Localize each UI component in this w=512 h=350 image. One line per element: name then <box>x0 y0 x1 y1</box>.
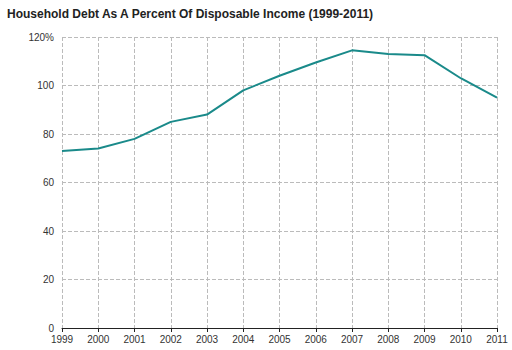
svg-text:60: 60 <box>43 177 55 188</box>
svg-text:0: 0 <box>48 323 54 334</box>
svg-text:80: 80 <box>43 129 55 140</box>
svg-text:2008: 2008 <box>377 334 400 345</box>
svg-text:1999: 1999 <box>51 334 74 345</box>
svg-text:2003: 2003 <box>196 334 219 345</box>
svg-text:120%: 120% <box>28 32 54 43</box>
svg-text:40: 40 <box>43 226 55 237</box>
svg-text:2007: 2007 <box>341 334 364 345</box>
svg-text:2000: 2000 <box>87 334 110 345</box>
svg-text:2011: 2011 <box>486 334 508 345</box>
svg-text:2006: 2006 <box>305 334 328 345</box>
svg-text:100: 100 <box>37 80 54 91</box>
svg-text:2001: 2001 <box>123 334 146 345</box>
svg-text:2004: 2004 <box>232 334 255 345</box>
svg-text:2002: 2002 <box>160 334 183 345</box>
svg-text:2009: 2009 <box>413 334 436 345</box>
svg-text:2010: 2010 <box>450 334 473 345</box>
svg-text:2005: 2005 <box>268 334 291 345</box>
svg-text:Household Debt As A Percent Of: Household Debt As A Percent Of Disposabl… <box>7 7 373 21</box>
svg-text:20: 20 <box>43 274 55 285</box>
